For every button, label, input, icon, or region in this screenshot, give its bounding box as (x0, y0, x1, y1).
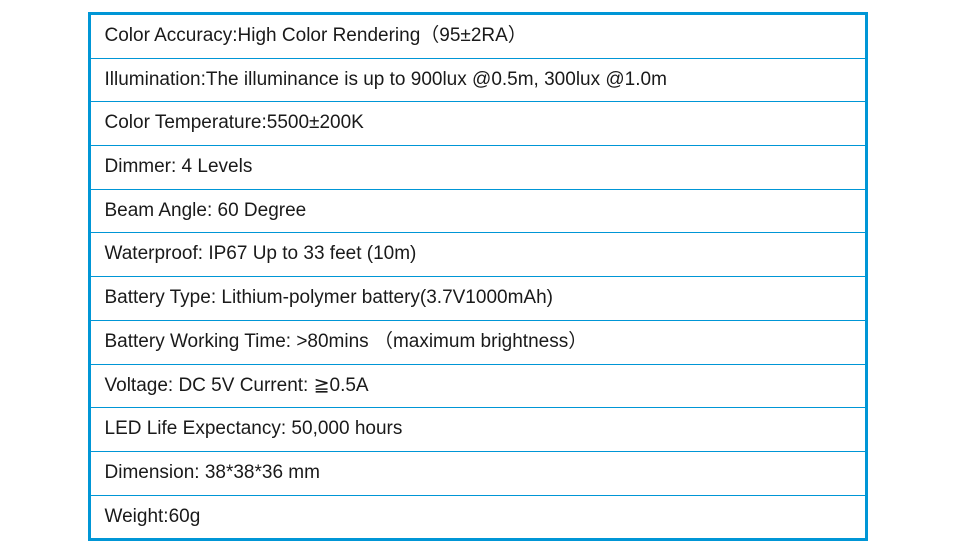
table-row: Waterproof: IP67 Up to 33 feet (10m) (91, 233, 865, 277)
table-row: Color Accuracy:High Color Rendering（95±2… (91, 15, 865, 59)
table-row: Dimmer: 4 Levels (91, 146, 865, 190)
table-row: Voltage: DC 5V Current: ≧0.5A (91, 365, 865, 409)
table-row: Color Temperature:5500±200K (91, 102, 865, 146)
table-row: LED Life Expectancy: 50,000 hours (91, 408, 865, 452)
table-row: Battery Type: Lithium-polymer battery(3.… (91, 277, 865, 321)
spec-table: Color Accuracy:High Color Rendering（95±2… (88, 12, 868, 541)
table-row: Weight:60g (91, 496, 865, 539)
table-row: Battery Working Time: >80mins （maximum b… (91, 321, 865, 365)
table-row: Illumination:The illuminance is up to 90… (91, 59, 865, 103)
table-row: Beam Angle: 60 Degree (91, 190, 865, 234)
table-row: Dimension: 38*38*36 mm (91, 452, 865, 496)
